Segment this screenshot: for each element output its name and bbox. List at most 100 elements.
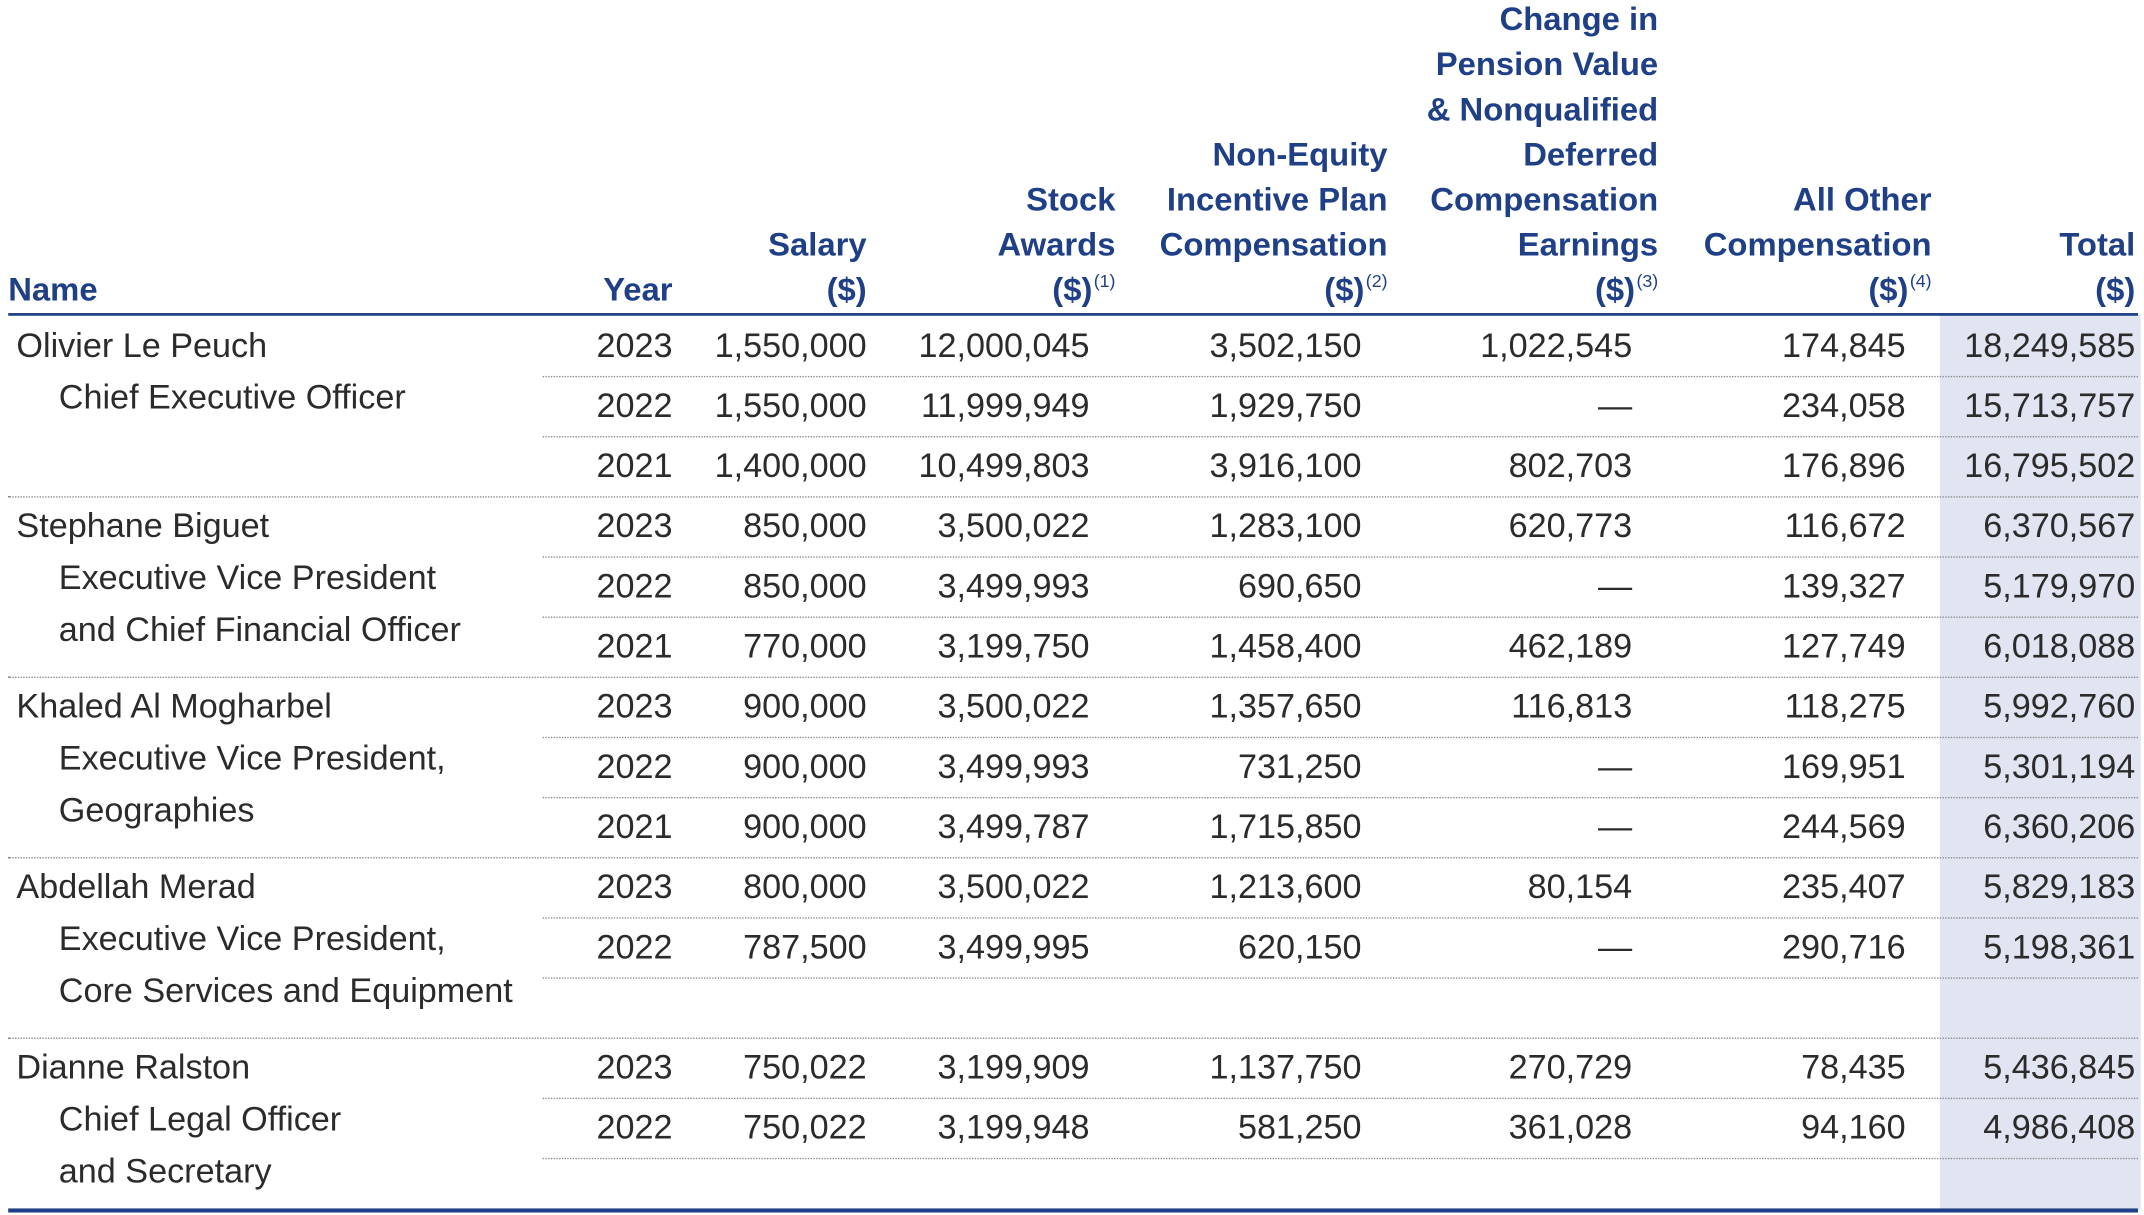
all-other-cell: 118,275 <box>1784 687 1906 726</box>
total-cell: 5,436,845 <box>1983 1048 2136 1087</box>
all-other-cell: 290,716 <box>1782 928 1906 967</box>
executive-name: Stephane Biguet <box>16 507 270 546</box>
salary-cell: 850,000 <box>743 507 867 546</box>
year-cell: 2023 <box>596 687 673 726</box>
row-divider <box>542 977 2138 979</box>
non-equity-cell: 1,137,750 <box>1209 1048 1362 1087</box>
header-stock-awards: Stock Awards ($)(1) <box>998 178 1116 313</box>
pension-cell: — <box>1598 567 1633 606</box>
header-stock-line: Awards <box>997 226 1116 264</box>
year-cell: 2022 <box>596 928 673 967</box>
salary-cell: 900,000 <box>743 807 867 847</box>
total-cell: 15,713,757 <box>1964 386 2136 426</box>
header-pension-line: Pension Value <box>1435 46 1659 84</box>
header-nonequity-line: Compensation <box>1159 226 1388 264</box>
stock-awards-cell: 3,500,022 <box>937 868 1090 907</box>
footnote-marker: (1) <box>1093 270 1116 292</box>
all-other-cell: 78,435 <box>1801 1048 1906 1087</box>
header-name-label: Name <box>8 272 98 309</box>
stock-awards-cell: 3,499,993 <box>937 567 1090 606</box>
header-pension-line: Compensation <box>1430 181 1659 219</box>
row-divider <box>542 1097 2138 1100</box>
year-cell: 2023 <box>596 326 673 365</box>
non-equity-cell: 1,283,100 <box>1209 507 1362 546</box>
non-equity-cell: 1,213,600 <box>1209 868 1362 907</box>
executive-name: Abdellah Merad <box>16 868 256 907</box>
header-pension-line: Change in <box>1499 1 1659 39</box>
executive-name: Khaled Al Mogharbel <box>16 687 332 726</box>
salary-cell: 770,000 <box>743 627 867 666</box>
all-other-cell: 116,672 <box>1784 507 1906 546</box>
executive-title: Chief Executive Officer <box>58 378 406 417</box>
all-other-cell: 94,160 <box>1801 1108 1906 1147</box>
executive-title: Executive Vice President <box>58 559 437 598</box>
pension-cell: 270,729 <box>1508 1048 1633 1087</box>
total-cell: 5,992,760 <box>1983 687 2136 726</box>
non-equity-cell: 3,502,150 <box>1209 326 1362 365</box>
header-total-line: ($) <box>2095 272 2136 309</box>
non-equity-cell: 731,250 <box>1237 747 1362 787</box>
stock-awards-cell: 3,499,995 <box>937 928 1090 967</box>
executive-title: and Secretary <box>58 1152 272 1191</box>
header-stock-line: ($) <box>1052 272 1093 309</box>
pension-cell: 361,028 <box>1508 1108 1633 1147</box>
footnote-marker: (4) <box>1909 270 1932 292</box>
header-year-label: Year <box>603 272 673 309</box>
header-other-line: All Other <box>1793 181 1932 219</box>
header-salary-line: Salary <box>768 226 867 264</box>
pension-cell: — <box>1598 747 1633 787</box>
all-other-cell: 234,058 <box>1782 386 1906 426</box>
total-cell: 6,360,206 <box>1983 807 2136 847</box>
non-equity-cell: 3,916,100 <box>1209 447 1362 486</box>
header-pension: Change in Pension Value & Nonqualified D… <box>1427 0 1658 313</box>
executive-name: Olivier Le Peuch <box>16 326 268 365</box>
header-salary: Salary ($) <box>768 223 867 313</box>
salary-cell: 1,550,000 <box>714 326 867 365</box>
executive-title: Chief Legal Officer <box>58 1100 342 1139</box>
salary-cell: 1,550,000 <box>714 386 867 426</box>
executive-title: Geographies <box>58 791 255 830</box>
pension-cell: 462,189 <box>1508 627 1633 666</box>
non-equity-cell: 581,250 <box>1237 1108 1362 1147</box>
row-divider <box>542 616 2138 618</box>
header-name: Name <box>8 268 97 313</box>
year-cell: 2021 <box>596 447 673 486</box>
non-equity-cell: 620,150 <box>1237 928 1362 967</box>
stock-awards-cell: 3,500,022 <box>937 687 1090 726</box>
pension-cell: — <box>1598 386 1633 426</box>
stock-awards-cell: 3,199,909 <box>937 1048 1090 1087</box>
header-all-other: All Other Compensation ($)(4) <box>1704 178 1932 313</box>
header-rule <box>8 313 2138 316</box>
header-stock-line: Stock <box>1026 181 1116 219</box>
year-cell: 2021 <box>596 627 673 666</box>
year-cell: 2022 <box>596 1108 673 1147</box>
stock-awards-cell: 12,000,045 <box>918 326 1090 365</box>
stock-awards-cell: 3,499,993 <box>937 747 1090 787</box>
header-nonequity-line: ($) <box>1324 272 1365 309</box>
header-total-line: Total <box>2059 226 2136 264</box>
header-year: Year <box>603 268 672 313</box>
stock-awards-cell: 3,199,948 <box>937 1108 1090 1147</box>
header-nonequity-line: Non-Equity <box>1212 136 1388 174</box>
header-non-equity: Non-Equity Incentive Plan Compensation (… <box>1160 133 1388 313</box>
row-divider <box>542 736 2138 739</box>
header-other-line: ($) <box>1868 272 1909 309</box>
salary-cell: 800,000 <box>743 868 867 907</box>
group-divider <box>8 857 2138 859</box>
total-cell: 5,829,183 <box>1983 868 2136 907</box>
year-cell: 2022 <box>596 747 673 787</box>
stock-awards-cell: 3,499,787 <box>937 807 1090 847</box>
row-divider <box>542 1157 2138 1160</box>
stock-awards-cell: 3,199,750 <box>937 627 1090 666</box>
footnote-marker: (3) <box>1636 270 1659 292</box>
row-divider <box>542 556 2138 558</box>
year-cell: 2022 <box>596 567 673 606</box>
salary-cell: 750,022 <box>743 1108 867 1147</box>
total-cell: 5,301,194 <box>1983 747 2136 787</box>
salary-cell: 750,022 <box>743 1048 867 1087</box>
year-cell: 2021 <box>596 807 673 847</box>
all-other-cell: 176,896 <box>1782 447 1906 486</box>
group-divider <box>8 676 2138 679</box>
salary-cell: 1,400,000 <box>714 447 867 486</box>
